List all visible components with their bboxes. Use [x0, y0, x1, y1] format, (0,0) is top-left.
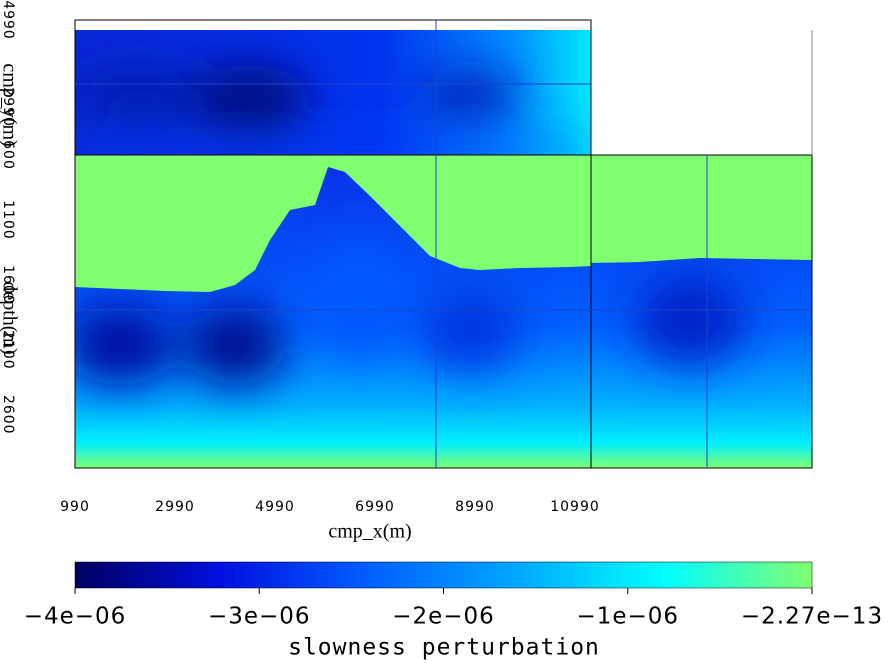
colorbar	[74, 561, 813, 589]
colorbar-label: slowness perturbation	[288, 635, 600, 661]
y-tick-label: 2990	[0, 87, 16, 127]
top-panel	[75, 30, 591, 155]
colorbar-tick-label: −1e−06	[576, 604, 679, 630]
x-tick-label: 990	[60, 499, 90, 515]
z-axis-label: depth(m)	[0, 281, 20, 354]
colorbar-tick-label: −2.27e−13	[741, 604, 883, 630]
colorbar-tick-label: −4e−06	[24, 604, 127, 630]
x-tick-label: 6990	[355, 499, 395, 515]
y-axis-label: cmp_y(m)	[0, 63, 20, 146]
colorbar-tick-label: −3e−06	[208, 604, 311, 630]
z-tick-label: 2100	[0, 330, 16, 370]
z-tick-label: 600	[0, 140, 16, 170]
x-tick-label: 4990	[255, 499, 295, 515]
frames	[74, 19, 813, 469]
x-axis-label: cmp_x(m)	[328, 521, 411, 543]
z-tick-label: 1100	[0, 200, 16, 240]
z-tick-label: 2600	[0, 395, 16, 435]
z-tick-label: 1600	[0, 265, 16, 305]
y-tick-label: 4990	[0, 0, 16, 40]
colorbar-tick-label: −2e−06	[392, 604, 495, 630]
x-tick-label: 2990	[155, 499, 195, 515]
side-panel	[591, 155, 812, 468]
front-panel	[75, 155, 591, 468]
x-tick-label: 10990	[550, 499, 600, 515]
x-tick-label: 8990	[455, 499, 495, 515]
